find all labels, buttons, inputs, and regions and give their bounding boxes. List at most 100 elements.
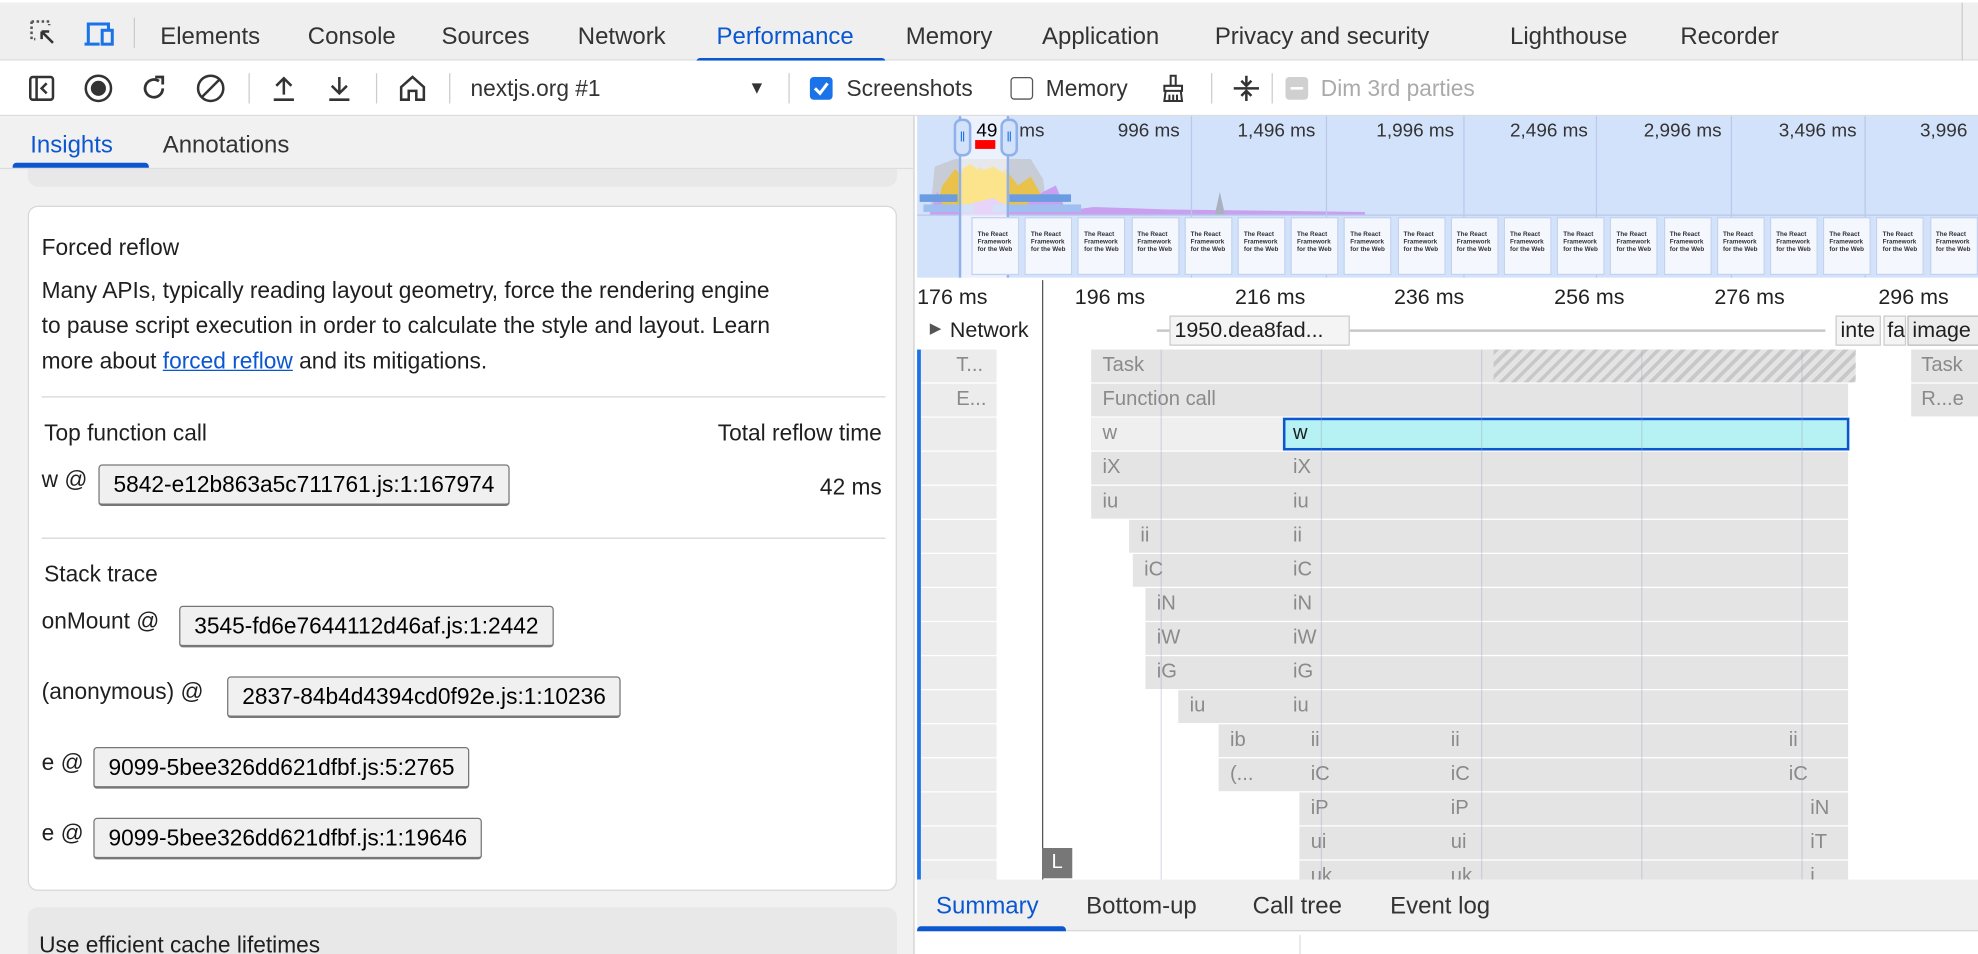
- tab-application[interactable]: Application: [1041, 23, 1160, 51]
- flame-bar[interactable]: [1218, 758, 1849, 792]
- network-request[interactable]: fa: [1883, 315, 1907, 346]
- flame-bar[interactable]: [920, 485, 997, 519]
- flame-bar[interactable]: [1145, 588, 1849, 621]
- tab-call-tree[interactable]: Call tree: [1252, 893, 1342, 920]
- screenshot-thumbnail[interactable]: The React Framework for the Web: [1290, 217, 1339, 276]
- main-thread-flame-chart[interactable]: T... Task Task E... Function call R...e w w iX iX…: [917, 349, 1978, 880]
- flame-bar[interactable]: [920, 656, 997, 689]
- tab-bottom-up[interactable]: Bottom-up: [1086, 893, 1197, 920]
- flame-bar[interactable]: [920, 417, 997, 451]
- tab-event-log[interactable]: Event log: [1390, 893, 1491, 920]
- device-toolbar-icon[interactable]: [83, 19, 116, 49]
- stack-frame-source-chip[interactable]: 9099-5bee326dd621dfbf.js:1:19646: [93, 817, 483, 860]
- tab-console[interactable]: Console: [307, 23, 396, 51]
- network-request[interactable]: inte: [1835, 315, 1881, 346]
- flame-bar[interactable]: [1299, 860, 1849, 880]
- home-icon[interactable]: [397, 73, 427, 103]
- dim-3rd-parties-checkbox[interactable]: [1285, 76, 1309, 100]
- flame-bar[interactable]: [1218, 724, 1849, 758]
- cache-lifetimes-insight-card[interactable]: Use efficient cache lifetimes: [27, 907, 897, 954]
- tab-performance[interactable]: Performance: [716, 23, 854, 51]
- screenshots-checkbox[interactable]: [809, 76, 833, 100]
- tab-annotations[interactable]: Annotations: [162, 132, 290, 159]
- screenshot-thumbnail[interactable]: The React Framework for the Web: [1184, 217, 1233, 276]
- expand-triangle-icon[interactable]: ▶: [929, 319, 942, 337]
- flame-bar[interactable]: [1299, 792, 1849, 826]
- timeline-overview[interactable]: ‖ ‖ 49 ms 996 ms 1,496 ms 1,996 ms 2,496 ms 2…: [917, 116, 1978, 278]
- stack-frame-source-chip[interactable]: 3545-fd6e7644112d46af.js:1:2442: [179, 605, 554, 648]
- screenshot-thumbnail[interactable]: The React Framework for the Web: [1503, 217, 1552, 276]
- tab-privacy-security[interactable]: Privacy and security: [1214, 23, 1430, 51]
- clear-icon[interactable]: [196, 73, 226, 103]
- download-icon[interactable]: [324, 73, 354, 103]
- collapse-tracks-icon[interactable]: [1231, 73, 1261, 103]
- flame-bar[interactable]: [1299, 826, 1849, 860]
- inspect-element-icon[interactable]: [29, 19, 59, 49]
- flame-bar[interactable]: [1132, 553, 1849, 587]
- flame-bar[interactable]: [920, 758, 997, 792]
- garbage-collect-icon[interactable]: [1158, 73, 1188, 103]
- screenshot-thumbnail[interactable]: The React Framework for the Web: [1556, 217, 1605, 276]
- network-request[interactable]: image: [1907, 315, 1978, 346]
- stack-frame-source-chip[interactable]: 9099-5bee326dd621dfbf.js:5:2765: [93, 747, 470, 789]
- flame-bar[interactable]: [920, 553, 997, 587]
- tab-elements[interactable]: Elements: [160, 23, 261, 51]
- flame-bar[interactable]: [1091, 451, 1849, 485]
- flame-bar[interactable]: [1129, 519, 1849, 553]
- flame-bar[interactable]: [920, 792, 997, 826]
- tab-lighthouse[interactable]: Lighthouse: [1510, 23, 1628, 51]
- flame-bar[interactable]: [1911, 383, 1978, 417]
- screenshot-thumbnail[interactable]: The React Framework for the Web: [1663, 217, 1712, 276]
- memory-checkbox[interactable]: [1010, 76, 1034, 100]
- sidebar-toggle-icon[interactable]: [28, 73, 58, 103]
- flame-bar[interactable]: [920, 519, 997, 553]
- tab-sources[interactable]: Sources: [441, 23, 530, 51]
- network-request[interactable]: 1950.dea8fad...: [1169, 315, 1350, 346]
- dropdown-arrow-icon[interactable]: ▼: [748, 76, 766, 98]
- screenshot-thumbnail[interactable]: The React Framework for the Web: [1610, 217, 1659, 276]
- flame-bar[interactable]: [1145, 656, 1849, 689]
- screenshot-thumbnail[interactable]: The React Framework for the Web: [1823, 217, 1872, 276]
- flame-bar[interactable]: [1091, 383, 1849, 417]
- lcp-marker[interactable]: L: [1041, 847, 1073, 879]
- screenshot-thumbnail[interactable]: The React Framework for the Web: [1397, 217, 1446, 276]
- flame-bar[interactable]: [920, 451, 997, 485]
- upload-icon[interactable]: [269, 73, 299, 103]
- selection-left-handle[interactable]: ‖: [953, 118, 972, 157]
- screenshot-thumbnail[interactable]: The React Framework for the Web: [1769, 217, 1818, 276]
- flame-bar[interactable]: [920, 690, 997, 724]
- screenshot-thumbnail[interactable]: The React Framework for the Web: [1716, 217, 1765, 276]
- screenshot-thumbnail[interactable]: The React Framework for the Web: [1343, 217, 1392, 276]
- tab-summary[interactable]: Summary: [936, 893, 1039, 920]
- tab-insights[interactable]: Insights: [30, 132, 113, 159]
- record-icon[interactable]: [83, 73, 113, 103]
- flame-bar[interactable]: [920, 349, 997, 383]
- screenshot-thumbnail[interactable]: The React Framework for the Web: [1131, 217, 1179, 276]
- forced-reflow-link[interactable]: forced reflow: [162, 348, 293, 374]
- reload-record-icon[interactable]: [139, 73, 169, 103]
- screenshot-thumbnail[interactable]: The React Framework for the Web: [1876, 217, 1925, 276]
- selected-flame-bar[interactable]: [1282, 417, 1850, 451]
- flame-bar[interactable]: [1091, 417, 1283, 451]
- flame-bar[interactable]: [920, 724, 997, 758]
- recording-select[interactable]: nextjs.org #1: [470, 75, 601, 101]
- flame-bar[interactable]: [920, 622, 997, 655]
- stack-frame-source-chip[interactable]: 2837-84b4d4394cd0f92e.js:1:10236: [227, 676, 621, 719]
- tab-recorder[interactable]: Recorder: [1680, 23, 1779, 51]
- screenshot-thumbnail[interactable]: The React Framework for the Web: [1450, 217, 1499, 276]
- tab-network[interactable]: Network: [577, 23, 666, 51]
- screenshot-thumbnail[interactable]: The React Framework for the Web: [1237, 217, 1286, 276]
- flame-bar[interactable]: [920, 826, 997, 860]
- flame-bar[interactable]: [920, 383, 997, 417]
- screenshot-thumbnail[interactable]: The React Framework for the Web: [1077, 217, 1126, 276]
- flame-bar[interactable]: [920, 588, 997, 621]
- tab-memory[interactable]: Memory: [905, 23, 993, 51]
- flame-bar[interactable]: [1178, 690, 1849, 724]
- network-track[interactable]: ▶ Network 1950.dea8fad... inte fa image: [917, 312, 1978, 349]
- flame-bar[interactable]: [1911, 349, 1978, 383]
- selection-right-handle[interactable]: ‖: [1000, 118, 1019, 157]
- screenshot-thumbnail[interactable]: The React Framework for the Web: [971, 217, 1020, 276]
- screenshot-thumbnail[interactable]: The React Framework for the Web: [1929, 217, 1978, 276]
- screenshot-thumbnail[interactable]: The React Framework for the Web: [1024, 217, 1073, 276]
- flame-bar[interactable]: [920, 860, 997, 880]
